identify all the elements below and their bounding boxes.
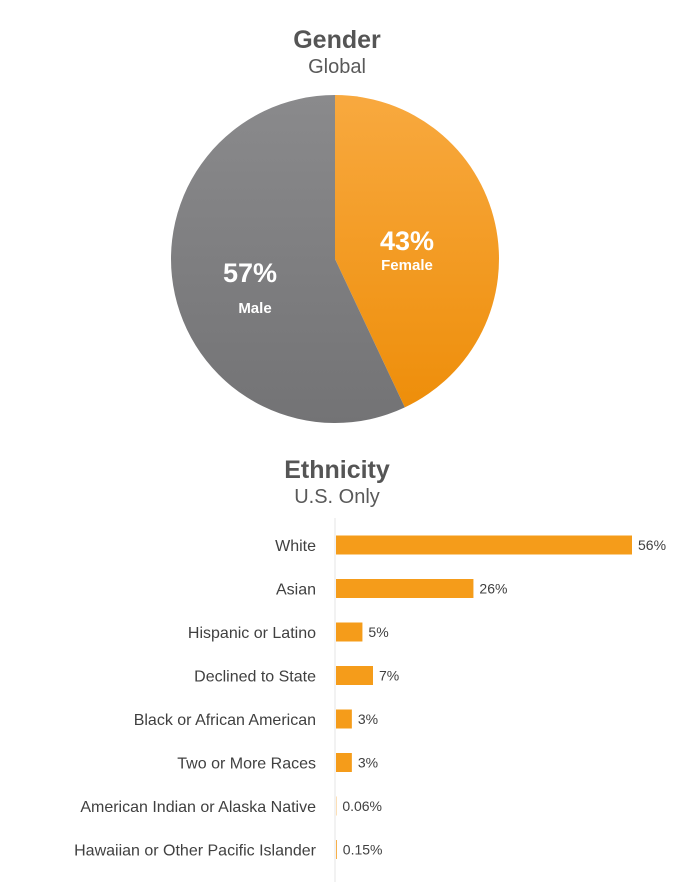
ethnicity-chart-title: Ethnicity — [284, 456, 390, 484]
bar-value-label: 5% — [368, 624, 388, 640]
bar-category-label: Two or More Races — [177, 756, 316, 773]
bar-2 — [336, 622, 363, 642]
bar-category-label: Hawaiian or Other Pacific Islander — [74, 843, 317, 860]
pie-label-female-name: Female — [381, 257, 433, 274]
bar-3 — [336, 666, 373, 685]
bar-category-label: Hispanic or Latino — [188, 625, 316, 642]
bar-1 — [336, 579, 474, 598]
bar-value-label: 3% — [358, 711, 378, 727]
bar-value-label: 26% — [479, 581, 507, 597]
bar-value-label: 0.06% — [342, 798, 382, 814]
gender-chart-title: Gender — [293, 26, 381, 54]
bar-4 — [336, 709, 352, 729]
bar-0 — [336, 535, 632, 555]
bar-category-label: Declined to State — [194, 669, 316, 686]
bar-5 — [336, 753, 352, 772]
pie-label-female-value: 43% — [380, 226, 434, 256]
gender-pie-chart: 43% Female 57% Male — [170, 95, 499, 423]
gender-chart-subtitle: Global — [308, 56, 366, 78]
bar-7 — [336, 840, 337, 859]
pie-slice-male — [170, 95, 405, 423]
bar-category-label: Asian — [276, 582, 316, 599]
bar-category-label: Black or African American — [134, 712, 316, 729]
pie-label-male-name: Male — [238, 300, 271, 317]
bar-value-label: 3% — [358, 755, 378, 771]
pie-label-male-value: 57% — [223, 258, 277, 288]
bar-category-label: White — [275, 538, 316, 555]
bar-value-label: 56% — [638, 537, 666, 553]
bar-value-label: 7% — [379, 668, 399, 684]
pie-slice-female — [335, 95, 499, 408]
ethnicity-chart-subtitle: U.S. Only — [294, 486, 380, 508]
bar-value-label: 0.15% — [343, 842, 383, 858]
bar-category-label: American Indian or Alaska Native — [80, 799, 316, 816]
